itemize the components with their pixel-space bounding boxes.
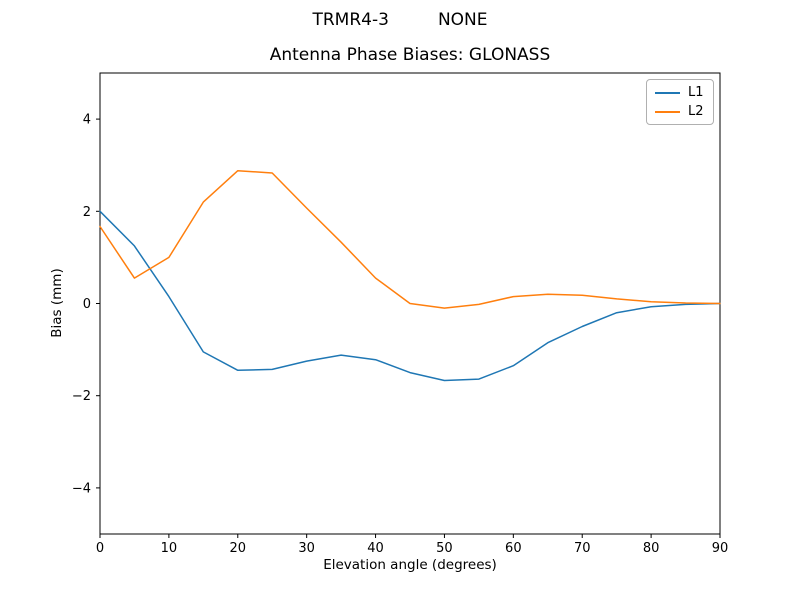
x-tick-label: 70 (574, 541, 591, 556)
legend-label: L1 (688, 85, 704, 100)
y-tick-label: −4 (72, 481, 91, 496)
legend-line-swatch (655, 110, 680, 113)
y-tick-label: 0 (83, 297, 91, 312)
legend-label: L2 (688, 104, 704, 119)
legend-item-l2: L2 (655, 105, 705, 118)
series-line-l1 (99, 210, 721, 382)
y-axis-label: Bias (mm) (49, 268, 65, 338)
x-tick-label: 90 (712, 541, 729, 556)
axes-title: Antenna Phase Biases: GLONASS (269, 45, 551, 65)
x-tick-label: 30 (298, 541, 315, 556)
x-tick-label: 20 (230, 541, 247, 556)
series-line-l2 (99, 169, 721, 309)
x-tick-label: 0 (96, 541, 104, 556)
x-tick-label: 80 (643, 541, 660, 556)
y-tick-label: −2 (72, 389, 91, 404)
legend: L1 L2 (646, 79, 714, 125)
x-axis-label: Elevation angle (degrees) (323, 557, 497, 573)
y-tick-label: 4 (83, 113, 91, 128)
x-tick-label: 10 (161, 541, 178, 556)
suptitle-receiver: TRMR4-3 (312, 10, 389, 30)
x-tick-label: 50 (436, 541, 453, 556)
x-tick-label: 60 (505, 541, 522, 556)
figure-suptitle: TRMR4-3 NONE (0, 10, 800, 30)
legend-item-l1: L1 (655, 86, 705, 99)
legend-line-swatch (655, 91, 680, 94)
suptitle-mode: NONE (437, 10, 488, 30)
y-tick-label: 2 (83, 205, 91, 220)
x-tick-label: 40 (367, 541, 384, 556)
